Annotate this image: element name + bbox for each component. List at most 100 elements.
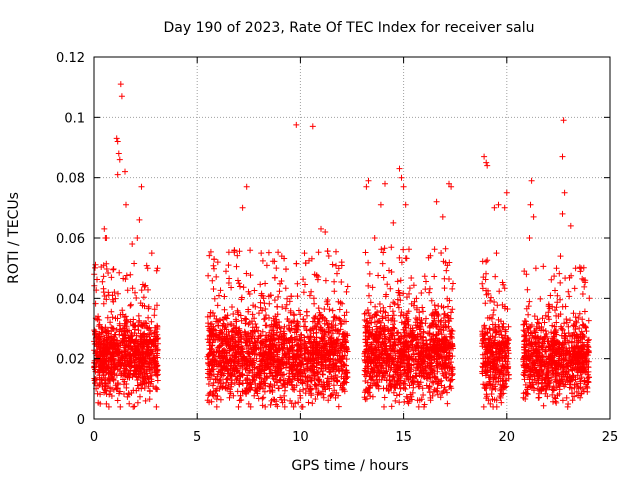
data-point: [145, 303, 152, 310]
data-point: [483, 270, 489, 277]
data-point: [366, 292, 372, 299]
data-point: [110, 266, 117, 272]
data-point: [490, 307, 497, 314]
data-point: [553, 265, 560, 272]
data-point: [153, 267, 160, 274]
data-point: [365, 282, 372, 289]
data-point: [547, 292, 554, 299]
data-point: [274, 303, 281, 310]
data-point: [130, 370, 137, 377]
data-point: [380, 274, 387, 281]
data-point: [396, 399, 403, 406]
data-point: [141, 385, 148, 391]
data-point: [151, 361, 158, 368]
data-point: [302, 281, 308, 288]
data-point: [110, 357, 117, 364]
data-point: [448, 309, 454, 316]
data-point: [259, 395, 266, 402]
data-point: [98, 348, 105, 355]
data-point: [335, 265, 342, 272]
data-point: [121, 378, 128, 385]
data-point: [537, 295, 544, 302]
data-point: [124, 287, 131, 294]
data-point: [315, 305, 322, 312]
data-point: [97, 364, 104, 371]
data-point: [369, 284, 376, 291]
data-point: [102, 347, 109, 354]
data-point: [130, 316, 137, 323]
data-point: [420, 308, 426, 315]
data-point: [484, 257, 491, 264]
data-point: [146, 331, 153, 338]
data-point: [488, 294, 494, 301]
data-point: [217, 396, 224, 403]
data-point: [116, 320, 123, 327]
data-point: [216, 292, 222, 299]
data-point: [283, 266, 289, 273]
data-point: [265, 249, 272, 256]
data-point: [135, 371, 142, 378]
data-point: [134, 377, 141, 383]
data-point: [114, 337, 121, 344]
data-point: [225, 262, 232, 269]
data-point: [99, 278, 106, 285]
data-point: [100, 273, 107, 280]
data-point: [147, 347, 154, 354]
data-point: [444, 400, 451, 407]
data-point: [211, 295, 218, 302]
data-point: [110, 376, 117, 383]
data-point: [122, 348, 129, 355]
data-point: [490, 311, 497, 318]
data-point: [388, 244, 395, 251]
data-point: [139, 359, 146, 366]
data-point: [496, 288, 503, 295]
data-point: [124, 374, 131, 381]
data-point: [217, 287, 224, 294]
data-point: [367, 299, 374, 306]
data-point: [257, 281, 264, 288]
data-point: [480, 403, 487, 410]
data-point: [391, 300, 398, 307]
data-point: [426, 289, 433, 296]
data-point: [303, 327, 310, 334]
data-point: [117, 311, 124, 318]
data-point: [127, 271, 134, 278]
data-point: [551, 273, 558, 280]
data-point: [257, 299, 264, 306]
data-point: [154, 367, 160, 374]
data-point: [210, 286, 217, 292]
data-point: [275, 249, 282, 256]
data-point: [153, 352, 160, 359]
data-point: [146, 396, 153, 403]
data-point: [406, 246, 412, 253]
data-point: [344, 283, 351, 290]
data-point: [237, 283, 243, 290]
data-point: [334, 270, 340, 277]
data-point: [101, 293, 108, 299]
data-point: [294, 318, 301, 325]
data-points: [91, 81, 593, 410]
data-point: [146, 339, 153, 346]
data-point: [146, 367, 153, 374]
data-point: [329, 261, 336, 268]
data-point: [118, 354, 124, 361]
data-point: [150, 339, 157, 346]
data-point: [389, 308, 396, 315]
data-point: [109, 325, 116, 332]
data-point: [211, 256, 218, 263]
data-point: [336, 306, 343, 313]
data-point: [154, 377, 161, 384]
data-point: [108, 324, 115, 331]
data-point: [221, 306, 228, 313]
data-point: [571, 285, 578, 292]
data-point: [132, 367, 139, 373]
data-point: [129, 373, 136, 380]
data-point: [552, 307, 558, 314]
data-point: [540, 263, 547, 270]
data-point: [300, 276, 307, 283]
data-point: [306, 292, 313, 299]
data-point: [143, 368, 150, 375]
data-point: [107, 319, 114, 326]
data-point: [315, 249, 322, 256]
data-point: [106, 334, 112, 341]
